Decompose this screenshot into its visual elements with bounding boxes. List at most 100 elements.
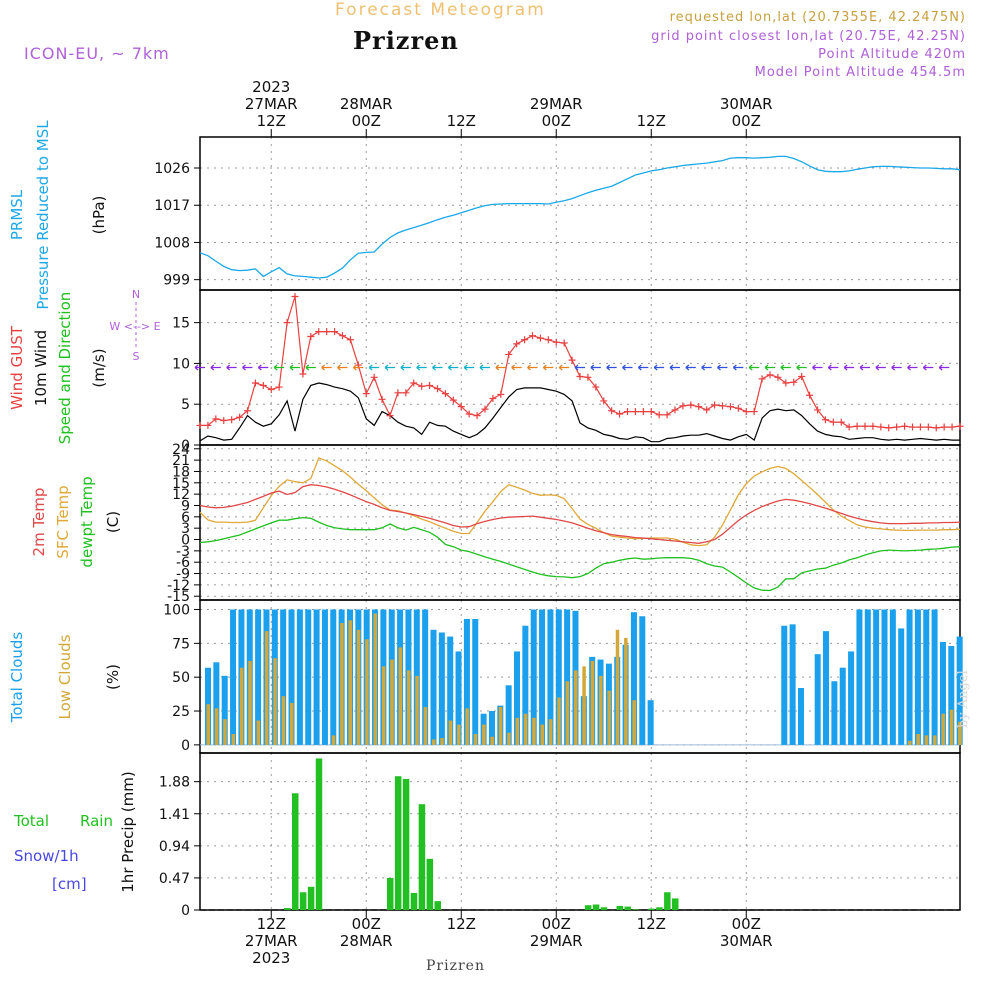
gust-point [196, 421, 204, 429]
gust-point [719, 402, 726, 410]
low-cloud-bar [482, 724, 486, 745]
gust-point [251, 379, 259, 387]
rain-bar [632, 909, 639, 910]
y-tick-label: 24 [172, 442, 190, 458]
rain-bar [402, 778, 410, 910]
y-tick-label: -12 [167, 578, 190, 594]
rain-bar [284, 907, 291, 910]
wind-direction-arrow [843, 364, 855, 371]
gust-point [505, 350, 513, 358]
chart-title: Forecast Meteogram [335, 0, 546, 20]
label-total: Total [13, 812, 49, 830]
rain-bar [664, 892, 671, 910]
x-tick-label-top: 2023 [252, 78, 290, 96]
y-tick-label: 6 [181, 510, 190, 526]
wind-direction-arrow [384, 364, 395, 371]
wind-direction-arrow [432, 364, 443, 371]
x-tick-label-top: 29MAR [530, 95, 583, 113]
gust-point [734, 404, 742, 412]
wind-direction-arrow [606, 364, 617, 371]
gust-point [663, 411, 671, 419]
total-cloud-bar [522, 625, 529, 745]
y-tick-label: 3 [181, 521, 190, 537]
total-cloud-bar [463, 618, 470, 745]
gust-point [434, 385, 441, 393]
label-total-clouds: Total Clouds [8, 632, 26, 724]
wind-direction-arrow [796, 364, 807, 371]
total-cloud-bar [221, 675, 228, 745]
gust-point [228, 416, 236, 424]
x-tick-label-top: 27MAR [245, 95, 298, 113]
low-cloud-bar [290, 702, 294, 745]
rain-bar [656, 907, 663, 910]
gust-point [861, 422, 869, 430]
gust-point [679, 402, 687, 410]
low-cloud-bar [557, 697, 561, 745]
low-cloud-bar [949, 709, 954, 745]
y-tick-label: 1017 [154, 198, 190, 214]
gust-point [259, 381, 267, 389]
low-cloud-bar [958, 721, 962, 745]
total-cloud-bar [430, 629, 437, 745]
wind-direction-arrow [368, 364, 380, 371]
gust-point [671, 406, 679, 414]
gust-point [497, 390, 505, 398]
gust-point [798, 372, 806, 380]
total-cloud-bar [848, 651, 855, 745]
x-tick-label-top: 12Z [257, 112, 286, 130]
y-tick-label: 1026 [154, 161, 190, 177]
x-tick-label-bottom: 00Z [352, 915, 381, 933]
wind-direction-arrow [257, 364, 269, 371]
gust-point [924, 423, 932, 431]
x-tick-label-bottom: 2023 [252, 949, 290, 967]
pressure-line [199, 155, 961, 279]
total-cloud-bar [839, 667, 846, 745]
low-cloud-bar [924, 735, 929, 745]
model-label: ICON-EU, ~ 7km [24, 44, 170, 63]
gust-point [893, 423, 901, 431]
wind-direction-arrow [527, 364, 538, 371]
total-cloud-bar [321, 609, 328, 745]
gust-point [711, 401, 719, 409]
low-cloud-bar [206, 704, 211, 745]
wind-direction-arrow [875, 364, 886, 371]
gust-point [236, 413, 244, 421]
gust-point [386, 412, 394, 420]
x-tick-label-bottom: 27MAR [245, 932, 298, 950]
gust-point [608, 407, 616, 415]
low-cloud-bar [381, 666, 386, 745]
label-wind-gust: Wind GUST [8, 325, 26, 410]
total-cloud-bar [831, 681, 838, 745]
total-cloud-bar [881, 609, 888, 745]
total-cloud-bar [230, 609, 237, 745]
gust-point [909, 423, 916, 431]
low-cloud-bar [615, 629, 620, 745]
low-cloud-bar [448, 720, 453, 745]
total-cloud-bar [797, 688, 804, 745]
low-cloud-bar [281, 696, 286, 745]
x-tick-label-bottom: 12Z [257, 915, 286, 933]
total-cloud-bar [873, 609, 880, 745]
low-cloud-bar [590, 660, 595, 745]
y-tick-label: 1.41 [159, 807, 190, 823]
total-cloud-bar [438, 632, 445, 745]
low-cloud-bar [223, 719, 227, 745]
total-cloud-bar [539, 609, 546, 745]
low-cloud-bar [548, 719, 553, 745]
y-tick-label: 0 [181, 438, 190, 454]
gust-point [790, 378, 798, 386]
wind-direction-arrow [400, 364, 411, 371]
gust-point [782, 379, 790, 387]
x-tick-label-top: 00Z [542, 112, 571, 130]
gust-point [544, 336, 552, 344]
gust-point [362, 390, 370, 398]
wind-direction-arrow [701, 364, 712, 371]
y-tick-label: 75 [172, 636, 190, 652]
gust-point [441, 390, 449, 398]
label-hpa: (hPa) [90, 196, 108, 235]
y-tick-label: 25 [172, 704, 190, 720]
gust-point [600, 397, 608, 405]
total-cloud-bar [555, 609, 562, 745]
wind-direction-arrow [273, 364, 285, 371]
